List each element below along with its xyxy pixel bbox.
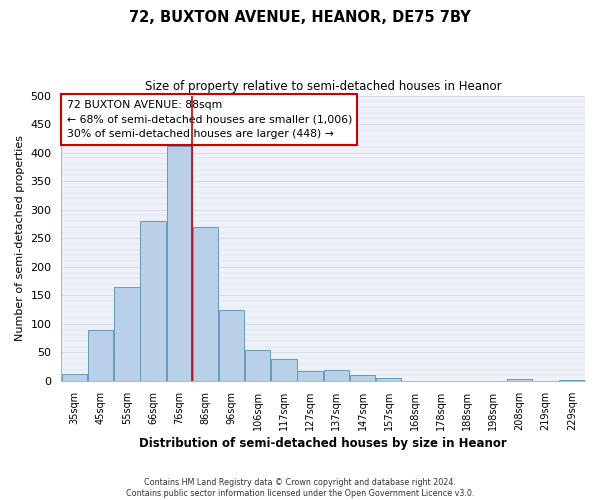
Bar [298, 372, 323, 381]
Bar [323, 370, 349, 381]
Bar [88, 330, 113, 381]
Bar [376, 378, 401, 381]
Bar [507, 379, 532, 381]
Bar [140, 221, 166, 381]
Bar [245, 350, 271, 381]
Y-axis label: Number of semi-detached properties: Number of semi-detached properties [15, 136, 25, 342]
Text: 72, BUXTON AVENUE, HEANOR, DE75 7BY: 72, BUXTON AVENUE, HEANOR, DE75 7BY [129, 10, 471, 25]
Bar [350, 376, 375, 381]
X-axis label: Distribution of semi-detached houses by size in Heanor: Distribution of semi-detached houses by … [139, 437, 507, 450]
Bar [559, 380, 584, 381]
Bar [271, 360, 296, 381]
Text: 72 BUXTON AVENUE: 88sqm
← 68% of semi-detached houses are smaller (1,006)
30% of: 72 BUXTON AVENUE: 88sqm ← 68% of semi-de… [67, 100, 352, 140]
Bar [62, 374, 87, 381]
Text: Contains HM Land Registry data © Crown copyright and database right 2024.
Contai: Contains HM Land Registry data © Crown c… [126, 478, 474, 498]
Bar [167, 146, 192, 381]
Bar [114, 287, 140, 381]
Bar [219, 310, 244, 381]
Bar [193, 227, 218, 381]
Title: Size of property relative to semi-detached houses in Heanor: Size of property relative to semi-detach… [145, 80, 502, 93]
